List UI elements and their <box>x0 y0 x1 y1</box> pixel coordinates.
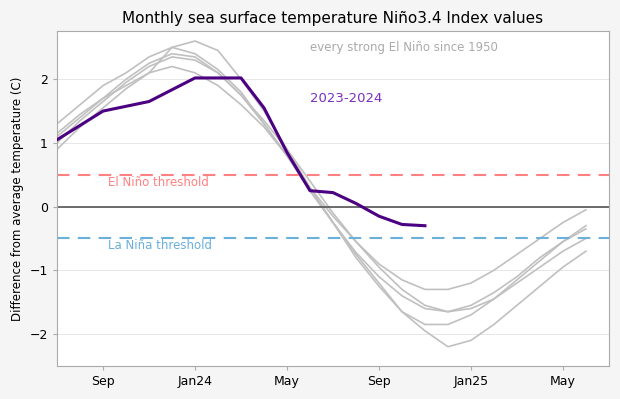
Text: 2023-2024: 2023-2024 <box>310 91 383 105</box>
Title: Monthly sea surface temperature Niño3.4 Index values: Monthly sea surface temperature Niño3.4 … <box>122 11 544 26</box>
Text: El Niño threshold: El Niño threshold <box>108 176 208 189</box>
Y-axis label: Difference from average temperature (C): Difference from average temperature (C) <box>11 77 24 321</box>
Text: every strong El Niño since 1950: every strong El Niño since 1950 <box>310 41 498 53</box>
Text: La Niña threshold: La Niña threshold <box>108 239 211 252</box>
